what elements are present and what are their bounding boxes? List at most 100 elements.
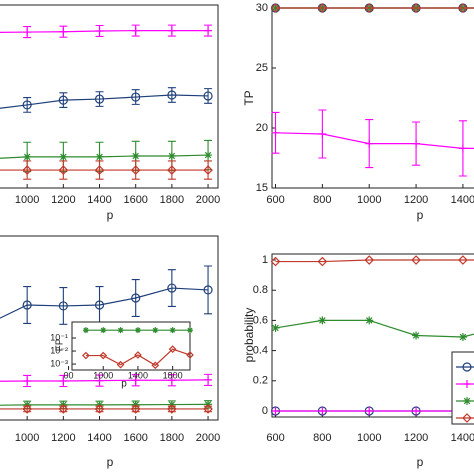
marker <box>318 316 327 325</box>
x-tick-label: 00 <box>64 370 74 380</box>
y-axis-label: FP <box>55 338 66 351</box>
marker <box>167 90 177 100</box>
y-tick-label: 25 <box>256 62 268 74</box>
error-bar <box>204 265 213 315</box>
error-bar <box>59 405 68 413</box>
marker <box>131 151 140 160</box>
x-tick-label: 1400 <box>128 370 148 380</box>
marker <box>458 333 467 342</box>
x-tick-label: 1400 <box>451 194 474 206</box>
x-axis-label: p <box>121 379 127 390</box>
marker <box>167 376 176 385</box>
marker <box>116 360 125 369</box>
series-line <box>0 30 209 33</box>
marker <box>22 100 32 110</box>
marker <box>94 300 105 310</box>
y-tick-label: 15 <box>256 182 268 194</box>
x-tick-label: 2000 <box>196 194 220 206</box>
x-tick-label: 1200 <box>51 194 75 206</box>
marker <box>365 139 374 148</box>
marker <box>117 327 124 334</box>
marker <box>458 255 468 265</box>
marker <box>203 91 213 101</box>
marker <box>168 345 177 353</box>
marker <box>59 376 68 385</box>
x-tick-label: 1200 <box>404 432 428 444</box>
x-tick-label: 1600 <box>123 432 147 444</box>
marker <box>167 283 177 293</box>
x-tick-label: 1800 <box>163 370 183 380</box>
x-tick-label: 1000 <box>15 432 39 444</box>
marker <box>95 376 104 385</box>
x-tick-label: 1000 <box>357 432 381 444</box>
marker <box>152 327 159 334</box>
marker <box>411 3 421 13</box>
panel: 600800100012001400160000.20.40.60.81ppro… <box>242 253 474 469</box>
marker <box>365 316 374 325</box>
marker <box>203 165 213 175</box>
x-tick-label: 1800 <box>160 194 184 206</box>
error-bar <box>95 160 104 180</box>
marker <box>151 361 160 370</box>
marker <box>94 404 105 414</box>
marker <box>318 406 327 415</box>
marker <box>458 3 468 13</box>
x-axis-label: p <box>417 455 424 469</box>
marker <box>82 351 90 360</box>
legend <box>451 351 474 425</box>
series-line <box>85 348 191 367</box>
marker <box>99 351 108 360</box>
marker <box>317 3 328 13</box>
marker <box>131 26 140 35</box>
marker <box>187 327 193 334</box>
marker <box>22 300 32 310</box>
x-tick-label: 1000 <box>357 194 381 206</box>
marker <box>167 26 176 35</box>
marker <box>463 397 471 405</box>
series-line <box>275 132 474 149</box>
marker <box>58 165 69 175</box>
marker <box>364 255 375 265</box>
marker <box>270 256 281 267</box>
marker <box>317 256 328 267</box>
marker <box>58 404 69 414</box>
y-tick-label: 0 <box>262 405 268 417</box>
series-line <box>0 287 209 319</box>
x-tick-label: 1600 <box>123 194 147 206</box>
y-axis-label: TP <box>242 90 256 105</box>
x-tick-label: 2000 <box>196 432 220 444</box>
panel: 1000 1200 1400 1600 1800 2000 p <box>0 4 220 222</box>
marker <box>95 26 104 35</box>
marker <box>204 151 213 160</box>
error-bar <box>23 405 32 413</box>
error-bar <box>204 160 213 180</box>
marker <box>167 404 177 414</box>
marker <box>462 413 472 423</box>
panel: 600800100012001400160015202530pTP <box>242 2 474 222</box>
error-bar <box>131 279 140 317</box>
x-tick-label: 1800 <box>160 432 184 444</box>
y-tick-label: 0.8 <box>253 284 268 296</box>
marker <box>95 152 104 161</box>
error-bar <box>95 91 104 107</box>
marker <box>204 375 213 384</box>
marker <box>134 327 141 334</box>
plot-area <box>0 4 219 189</box>
marker <box>458 144 467 153</box>
x-axis-label: p <box>107 208 114 222</box>
marker <box>82 327 89 334</box>
error-bar <box>23 97 32 113</box>
marker <box>22 404 33 414</box>
series-line <box>275 259 474 263</box>
marker <box>131 293 141 303</box>
error-bar <box>131 89 140 105</box>
marker <box>58 301 68 311</box>
error-bar <box>131 405 140 413</box>
marker <box>463 380 471 388</box>
x-tick-label: 1400 <box>87 432 111 444</box>
error-bar <box>59 92 68 109</box>
series-line <box>275 319 474 338</box>
marker <box>203 404 213 414</box>
x-tick-label: 800 <box>313 194 331 206</box>
marker <box>23 28 32 37</box>
